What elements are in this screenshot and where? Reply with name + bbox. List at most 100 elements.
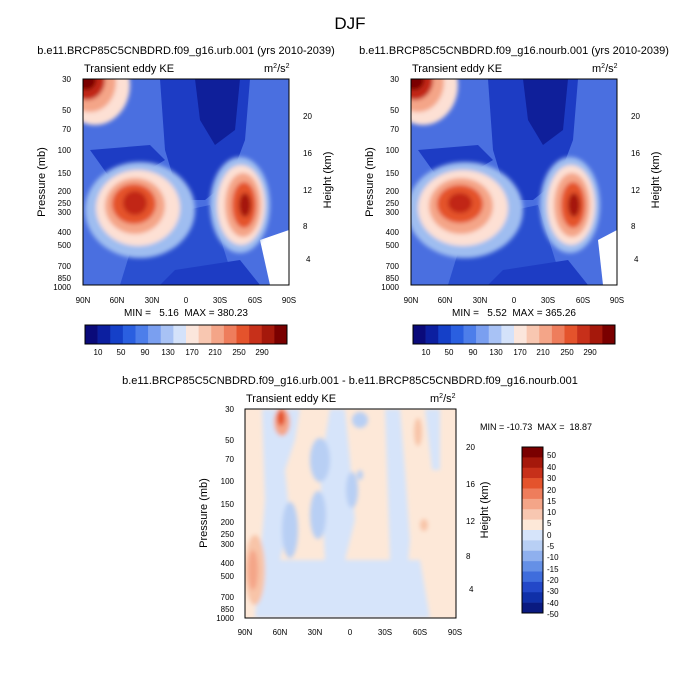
- y-right-tick-label: 12: [303, 186, 312, 195]
- y-tick-label: 850: [58, 274, 72, 283]
- y-tick-label: 250: [386, 199, 400, 208]
- colorbar-swatch: [186, 325, 199, 344]
- colorbar-labels: 10 50 90 130 170 210 250 290: [422, 348, 598, 357]
- x-tick-label: 0: [512, 296, 517, 305]
- y-right-tick-label: 12: [631, 186, 640, 195]
- colorbar-label: 130: [489, 348, 503, 357]
- page-title: DJF: [334, 14, 365, 33]
- panel-title: b.e11.BRCP85C5CNBDRD.f09_g16.nourb.001 (…: [359, 45, 669, 57]
- colorbar-label: 170: [185, 348, 199, 357]
- y-tick-label: 1000: [53, 283, 71, 292]
- colorbar-swatch: [501, 325, 515, 344]
- x-tick-label: 60N: [273, 628, 288, 637]
- colorbar-label: -30: [547, 587, 559, 596]
- colorbar-swatch: [450, 325, 464, 344]
- y-right-tick-label: 20: [303, 112, 312, 121]
- colorbar-label: 250: [232, 348, 246, 357]
- x-tick-label: 90N: [238, 628, 253, 637]
- y-tick-label: 100: [58, 146, 72, 155]
- y-tick-label: 1000: [381, 283, 399, 292]
- colorbar-swatch: [522, 602, 543, 614]
- x-axis: 90N 60N 30N 0 30S 60S 90S: [404, 296, 624, 305]
- panel-difference: b.e11.BRCP85C5CNBDRD.f09_g16.urb.001 - b…: [122, 375, 592, 637]
- colorbar-labels: 50 40 30 20 15 10 5 0 -5 -10 -15 -20 -30…: [547, 451, 559, 619]
- min-max-label: MIN = 5.52 MAX = 365.26: [452, 308, 576, 319]
- y-tick-label: 300: [386, 208, 400, 217]
- units-label: m2/s2: [592, 63, 618, 75]
- y-tick-label: 100: [221, 477, 235, 486]
- units-label: m2/s2: [264, 63, 290, 75]
- heatmap-field: [411, 79, 617, 285]
- y-tick-label: 150: [221, 500, 235, 509]
- y-tick-label: 1000: [216, 614, 234, 623]
- y-axis-right: 20 16 12 8 4 Height (km): [303, 112, 334, 264]
- panel-urb: b.e11.BRCP85C5CNBDRD.f09_g16.urb.001 (yr…: [36, 45, 335, 357]
- colorbar-frame: [521, 446, 544, 614]
- x-tick-label: 30N: [145, 296, 160, 305]
- x-tick-label: 60N: [438, 296, 453, 305]
- plot-frame: [410, 78, 618, 286]
- x-tick-label: 0: [184, 296, 189, 305]
- colorbar-label: -50: [547, 610, 559, 619]
- colorbar-swatch: [413, 325, 426, 344]
- y-tick-label: 50: [62, 106, 71, 115]
- colorbar-swatch: [522, 581, 543, 593]
- colorbar-label: 170: [513, 348, 527, 357]
- colorbar-swatch: [522, 467, 543, 479]
- colorbar-swatch: [564, 325, 578, 344]
- colorbar-label: 20: [547, 486, 556, 495]
- colorbar-swatch: [522, 540, 543, 552]
- y-axis-label: Pressure (mb): [364, 147, 376, 217]
- y-tick-label: 50: [390, 106, 399, 115]
- y-right-tick-label: 4: [469, 585, 474, 594]
- colorbar-swatch: [211, 325, 225, 344]
- x-tick-label: 60N: [110, 296, 125, 305]
- colorbar-label: -5: [547, 542, 555, 551]
- y-tick-label: 70: [390, 125, 399, 134]
- colorbar-swatch: [236, 325, 250, 344]
- colorbar-label: -40: [547, 599, 559, 608]
- colorbar-swatch: [85, 325, 98, 344]
- colorbar-label: 0: [547, 531, 552, 540]
- colorbar-label: 50: [547, 451, 556, 460]
- colorbar-swatch: [577, 325, 591, 344]
- y-tick-label: 500: [221, 572, 235, 581]
- y-right-axis-label: Height (km): [322, 152, 334, 209]
- y-axis-label: Pressure (mb): [198, 478, 210, 548]
- colorbar-swatch: [522, 592, 543, 603]
- y-right-tick-label: 4: [634, 255, 639, 264]
- colorbar-label: 90: [141, 348, 150, 357]
- x-tick-label: 90N: [76, 296, 91, 305]
- colorbar-swatch: [514, 325, 527, 344]
- colorbar-swatch: [476, 325, 490, 344]
- panel-subtitle: Transient eddy KE: [412, 63, 502, 75]
- colorbar-frame: [84, 324, 288, 345]
- y-tick-label: 400: [386, 228, 400, 237]
- colorbar-swatch: [526, 325, 540, 344]
- colorbar-label: 90: [469, 348, 478, 357]
- colorbar-label: -15: [547, 565, 559, 574]
- x-axis: 90N 60N 30N 0 30S 60S 90S: [238, 628, 462, 637]
- colorbar-label: 50: [445, 348, 454, 357]
- colorbar-swatch: [522, 447, 543, 458]
- colorbar-label: -10: [547, 553, 559, 562]
- colorbar-swatch: [148, 325, 162, 344]
- y-axis-left: 30 50 70 100 150 200 250 300 400 500 700…: [36, 75, 72, 292]
- y-tick-label: 30: [62, 75, 71, 84]
- y-axis-right: 20 16 12 8 4 Height (km): [466, 443, 491, 594]
- y-axis-right: 20 16 12 8 4 Height (km): [631, 112, 662, 264]
- x-tick-label: 90S: [610, 296, 624, 305]
- colorbar-swatch: [274, 325, 288, 344]
- y-right-axis-label: Height (km): [479, 482, 491, 539]
- colorbar-swatch: [438, 325, 452, 344]
- y-tick-label: 300: [221, 540, 235, 549]
- y-tick-label: 400: [58, 228, 72, 237]
- colorbar-swatch: [198, 325, 212, 344]
- colorbar-swatch: [261, 325, 275, 344]
- colorbar-swatch: [539, 325, 553, 344]
- y-tick-label: 250: [221, 530, 235, 539]
- y-right-tick-label: 16: [631, 149, 640, 158]
- panel-title: b.e11.BRCP85C5CNBDRD.f09_g16.urb.001 - b…: [122, 375, 578, 387]
- colorbar-label: 130: [161, 348, 175, 357]
- colorbar-label: 10: [422, 348, 431, 357]
